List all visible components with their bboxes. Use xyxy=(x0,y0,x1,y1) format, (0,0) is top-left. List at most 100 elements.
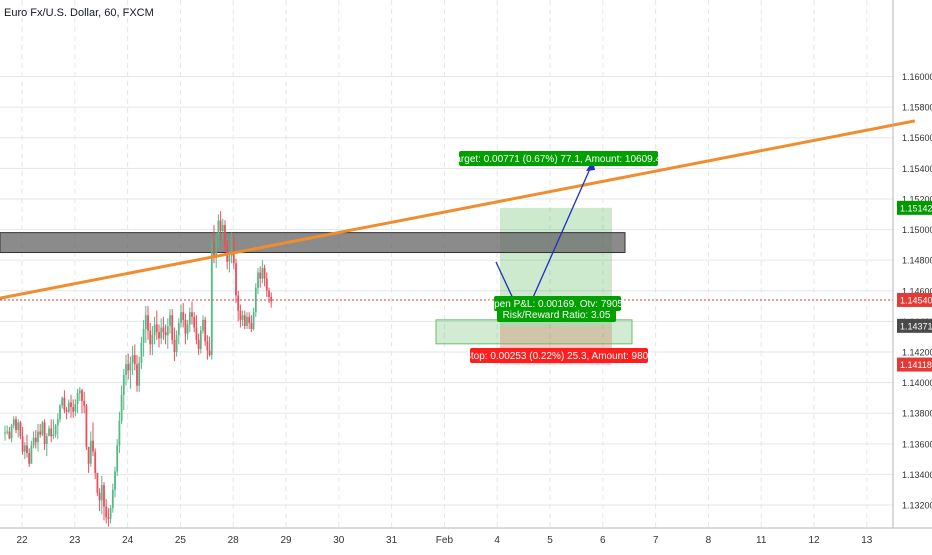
resistance-zone xyxy=(0,232,626,254)
candle-body xyxy=(56,419,59,426)
candle-body xyxy=(34,437,37,443)
entry-zone xyxy=(435,319,633,345)
candle-body xyxy=(259,272,262,279)
candle-body xyxy=(188,312,191,325)
candle-body xyxy=(74,404,77,412)
candle-body xyxy=(4,432,6,434)
candle-body xyxy=(103,485,105,507)
candle-body xyxy=(213,241,215,258)
y-tick-label: 1.15200 xyxy=(902,194,932,204)
candle-body xyxy=(85,405,88,447)
candle-body xyxy=(105,506,108,518)
candle-body xyxy=(83,400,86,406)
candle-body xyxy=(41,422,44,435)
x-tick-label: 8 xyxy=(706,535,712,546)
x-tick-label: 24 xyxy=(122,535,134,546)
candle-body xyxy=(208,350,211,356)
candle-body xyxy=(43,422,46,444)
candle-body xyxy=(235,263,237,296)
candle-body xyxy=(206,341,209,351)
candle-body xyxy=(199,330,202,349)
candle-body xyxy=(50,428,53,437)
target-label-bg xyxy=(459,151,658,166)
candle-body xyxy=(164,332,167,336)
y-tick-label: 1.13200 xyxy=(902,501,932,511)
candle-body xyxy=(173,339,176,352)
candle-body xyxy=(114,471,116,490)
y-tick-label: 1.16000 xyxy=(902,72,932,82)
candle-body xyxy=(175,335,178,352)
candle-body xyxy=(239,310,242,320)
candle-body xyxy=(265,278,268,291)
price-marker-bg xyxy=(897,292,932,307)
candle-body xyxy=(61,397,64,406)
candle-body xyxy=(45,436,48,444)
candle-body xyxy=(28,453,31,464)
ratio-label: Risk/Reward Ratio: 3.05 xyxy=(503,310,611,321)
candle-body xyxy=(155,324,158,333)
candle-body xyxy=(254,287,257,313)
candle-body xyxy=(96,472,99,493)
x-tick-label: 23 xyxy=(69,535,81,546)
candle-body xyxy=(202,319,204,331)
price-marker-label: 1.15142 xyxy=(900,203,932,213)
stop-label-bg xyxy=(470,348,648,363)
candle-body xyxy=(127,364,130,371)
candle-body xyxy=(219,220,222,232)
candle-body xyxy=(193,316,196,328)
candle-body xyxy=(76,393,79,405)
candle-body xyxy=(89,440,92,464)
x-tick-label: 7 xyxy=(653,535,659,546)
y-tick-label: 1.13600 xyxy=(902,439,932,449)
price-marker-label: 1.14540 xyxy=(900,295,932,305)
candle-body xyxy=(100,485,103,501)
x-tick-label: 11 xyxy=(756,535,767,546)
candle-body xyxy=(63,397,66,411)
y-tick-label: 1.15600 xyxy=(902,133,932,143)
candle-body xyxy=(237,295,240,311)
candle-body xyxy=(17,422,20,431)
candle-body xyxy=(144,315,147,330)
candle-body xyxy=(59,405,61,420)
candle-body xyxy=(10,425,13,439)
candle-body xyxy=(243,315,246,326)
price-marker-bg xyxy=(897,200,932,215)
candle-body xyxy=(210,241,213,356)
candle-body xyxy=(120,394,123,421)
candle-body xyxy=(224,224,226,247)
price-marker-bg xyxy=(897,318,932,333)
candle-body xyxy=(92,440,94,452)
candle-body xyxy=(149,330,152,345)
x-tick-label: 22 xyxy=(16,535,28,546)
candle-body xyxy=(195,327,198,340)
x-tick-label: 6 xyxy=(600,535,606,546)
candle-body xyxy=(186,324,189,334)
candle-body xyxy=(151,335,154,345)
candle-body xyxy=(118,420,121,446)
candle-body xyxy=(23,445,26,452)
candle-body xyxy=(246,316,248,326)
candle-body xyxy=(221,224,224,232)
candle-body xyxy=(19,422,22,437)
candle-body xyxy=(184,319,187,334)
x-tick-label: 5 xyxy=(547,535,553,546)
ratio-label-bg xyxy=(497,307,616,322)
candle-body xyxy=(263,267,266,279)
candle-body xyxy=(21,436,24,452)
candle-body xyxy=(270,296,273,302)
candle-body xyxy=(54,425,57,435)
y-tick-label: 1.15800 xyxy=(902,103,932,113)
price-marker-bg xyxy=(897,357,932,372)
candle-body xyxy=(136,364,138,386)
candle-body xyxy=(70,402,72,408)
candle-body xyxy=(204,319,207,342)
x-tick-label: 28 xyxy=(228,535,240,546)
candle-body xyxy=(39,431,42,435)
x-tick-label: 13 xyxy=(861,535,873,546)
candle-body xyxy=(6,431,9,433)
candle-body xyxy=(15,419,17,431)
y-tick-label: 1.15000 xyxy=(902,225,932,235)
y-tick-label: 1.14000 xyxy=(902,378,932,388)
